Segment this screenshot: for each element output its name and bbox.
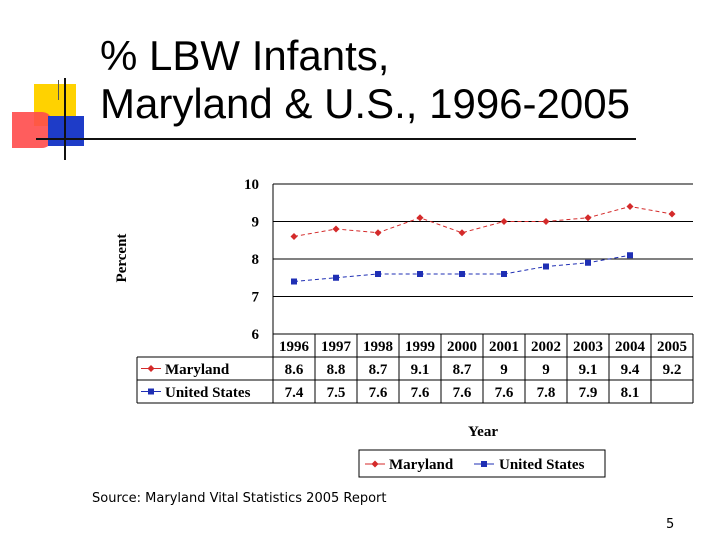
x-tick-label: 1999: [405, 339, 435, 355]
table-series-name: Maryland: [165, 362, 230, 378]
legend-box: [358, 449, 606, 478]
data-label: 7.6: [369, 385, 388, 401]
y-axis-title: Percent: [114, 234, 130, 283]
x-tick-label: 1996: [279, 339, 310, 355]
data-point: [501, 271, 507, 277]
decorative-vertical-tick: [58, 80, 59, 100]
y-tick-label: 7: [252, 290, 260, 306]
data-label: 9: [542, 362, 550, 378]
decorative-red-block: [12, 112, 52, 148]
table-legend-key-marker: [148, 388, 154, 395]
data-label: 8.7: [369, 362, 388, 378]
x-tick-label: 2000: [447, 339, 477, 355]
data-point: [459, 271, 465, 277]
x-tick-label: 2003: [573, 339, 603, 355]
legend-label: Maryland: [389, 457, 454, 473]
data-point: [416, 214, 424, 222]
x-tick-label: 2005: [657, 339, 687, 355]
data-point: [374, 229, 382, 237]
y-tick-label: 6: [252, 327, 260, 343]
data-point: [584, 214, 592, 222]
x-tick-label: 2004: [615, 339, 646, 355]
x-tick-label: 1997: [321, 339, 352, 355]
decorative-blue-square: [48, 116, 84, 146]
legend-label: United States: [499, 457, 585, 473]
table-series-name: United States: [165, 385, 251, 401]
data-label: 9: [500, 362, 508, 378]
slide-title: % LBW Infants, Maryland & U.S., 1996-200…: [100, 32, 630, 128]
data-label: 9.2: [663, 362, 682, 378]
data-point: [500, 218, 508, 225]
data-point: [627, 252, 633, 259]
source-note: Source: Maryland Vital Statistics 2005 R…: [92, 491, 387, 506]
data-point: [291, 278, 297, 285]
x-tick-label: 1998: [363, 339, 393, 355]
data-label: 9.4: [621, 362, 640, 378]
series-line-maryland: [293, 205, 673, 237]
y-tick-label: 10: [244, 177, 259, 193]
x-tick-label: 2001: [489, 339, 519, 355]
x-axis-title: Year: [468, 424, 498, 440]
legend-key-marker: [481, 461, 487, 467]
data-point: [375, 271, 381, 277]
x-tick-label: 2002: [531, 339, 561, 355]
data-point: [417, 271, 423, 277]
slide-title-line-1: % LBW Infants,: [100, 32, 390, 79]
data-label: 9.1: [411, 362, 430, 378]
table-legend-key-marker: [147, 365, 155, 372]
data-label: 7.6: [453, 385, 472, 401]
y-tick-label: 8: [252, 252, 260, 268]
title-underline: [36, 138, 636, 140]
data-label: 7.9: [579, 385, 598, 401]
y-tick-label: 9: [252, 215, 260, 231]
data-label: 7.5: [327, 385, 346, 401]
data-point: [585, 259, 591, 266]
data-point: [542, 218, 550, 225]
slide-title-line-2: Maryland & U.S., 1996-2005: [100, 80, 630, 127]
data-label: 7.6: [411, 385, 430, 401]
data-label: 8.1: [621, 385, 640, 401]
data-label: 7.6: [495, 385, 514, 401]
data-label: 7.4: [285, 385, 304, 401]
data-point: [332, 225, 340, 233]
data-point: [626, 203, 634, 210]
data-point: [458, 229, 466, 237]
data-label: 8.6: [285, 362, 304, 378]
decorative-vertical-line: [64, 78, 66, 160]
data-point: [333, 274, 339, 281]
legend-key-marker: [371, 460, 379, 468]
data-point: [543, 263, 549, 270]
page-number: 5: [666, 517, 675, 532]
data-label: 7.8: [537, 385, 556, 401]
data-label: 8.7: [453, 362, 472, 378]
data-label: 9.1: [579, 362, 598, 378]
data-point: [290, 233, 298, 240]
data-point: [668, 210, 676, 218]
data-label: 8.8: [327, 362, 346, 378]
